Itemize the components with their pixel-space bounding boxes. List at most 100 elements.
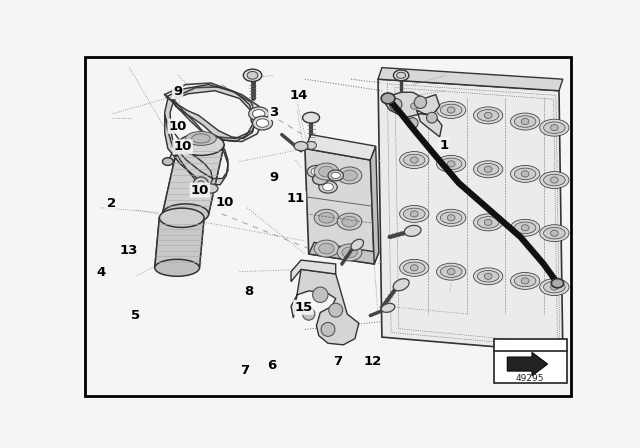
Ellipse shape	[521, 118, 529, 125]
Ellipse shape	[477, 164, 499, 175]
Ellipse shape	[319, 181, 337, 193]
Ellipse shape	[403, 208, 425, 220]
Ellipse shape	[410, 265, 418, 271]
Ellipse shape	[440, 158, 462, 170]
Ellipse shape	[163, 158, 173, 165]
Ellipse shape	[257, 119, 269, 127]
Ellipse shape	[474, 107, 503, 124]
Ellipse shape	[410, 103, 418, 109]
Ellipse shape	[447, 107, 455, 113]
Text: 7: 7	[333, 355, 342, 368]
Ellipse shape	[314, 209, 339, 226]
Ellipse shape	[474, 161, 503, 178]
Ellipse shape	[436, 263, 466, 280]
Ellipse shape	[342, 216, 357, 227]
Text: 11: 11	[287, 192, 305, 205]
Ellipse shape	[394, 70, 409, 81]
Ellipse shape	[163, 204, 209, 224]
Polygon shape	[378, 68, 563, 91]
Ellipse shape	[323, 183, 333, 191]
Polygon shape	[382, 92, 442, 137]
Ellipse shape	[543, 228, 565, 239]
Ellipse shape	[474, 268, 503, 285]
Circle shape	[312, 287, 328, 302]
Text: 5: 5	[131, 310, 140, 323]
Ellipse shape	[399, 98, 429, 115]
Text: 49295: 49295	[516, 374, 545, 383]
Ellipse shape	[550, 177, 558, 183]
Text: 10: 10	[215, 196, 234, 209]
Ellipse shape	[543, 174, 565, 186]
Ellipse shape	[204, 184, 218, 193]
Ellipse shape	[319, 212, 334, 223]
Ellipse shape	[540, 279, 569, 296]
Polygon shape	[308, 242, 379, 264]
Circle shape	[193, 177, 209, 192]
Ellipse shape	[307, 165, 326, 178]
Ellipse shape	[477, 271, 499, 282]
Circle shape	[321, 323, 335, 336]
Ellipse shape	[319, 243, 334, 254]
Ellipse shape	[521, 278, 529, 284]
Ellipse shape	[440, 266, 462, 277]
Ellipse shape	[337, 167, 362, 184]
Polygon shape	[291, 260, 336, 282]
Ellipse shape	[393, 279, 409, 291]
Ellipse shape	[511, 272, 540, 289]
Circle shape	[414, 96, 427, 108]
Text: 12: 12	[364, 355, 381, 368]
Polygon shape	[378, 79, 563, 353]
Ellipse shape	[243, 69, 262, 82]
Ellipse shape	[328, 170, 344, 181]
Ellipse shape	[477, 217, 499, 228]
Ellipse shape	[253, 110, 265, 118]
Circle shape	[303, 308, 315, 320]
Ellipse shape	[314, 163, 339, 180]
Ellipse shape	[381, 303, 395, 312]
Ellipse shape	[381, 93, 395, 104]
Ellipse shape	[515, 116, 536, 127]
Text: 15: 15	[294, 301, 312, 314]
Ellipse shape	[540, 225, 569, 241]
Ellipse shape	[159, 208, 204, 228]
Ellipse shape	[436, 209, 466, 226]
Ellipse shape	[403, 154, 425, 166]
Ellipse shape	[521, 225, 529, 231]
Text: 10: 10	[173, 140, 192, 153]
Ellipse shape	[331, 172, 340, 178]
Ellipse shape	[311, 168, 322, 176]
Text: 10: 10	[191, 184, 209, 197]
Ellipse shape	[403, 262, 425, 274]
Ellipse shape	[404, 225, 421, 237]
Text: 3: 3	[269, 106, 278, 119]
Ellipse shape	[551, 279, 564, 288]
Ellipse shape	[342, 247, 357, 258]
Ellipse shape	[511, 220, 540, 236]
Ellipse shape	[351, 239, 364, 250]
Ellipse shape	[540, 119, 569, 136]
Circle shape	[390, 99, 402, 111]
Ellipse shape	[447, 269, 455, 275]
Ellipse shape	[543, 122, 565, 134]
Ellipse shape	[186, 132, 216, 146]
Ellipse shape	[410, 157, 418, 163]
Circle shape	[329, 303, 342, 317]
Ellipse shape	[251, 116, 263, 125]
Ellipse shape	[247, 72, 258, 79]
Polygon shape	[508, 353, 547, 375]
Ellipse shape	[521, 171, 529, 177]
Circle shape	[197, 181, 205, 189]
Bar	[493, 339, 566, 383]
Polygon shape	[164, 99, 228, 185]
Ellipse shape	[511, 165, 540, 182]
Text: 9: 9	[173, 85, 182, 98]
Ellipse shape	[303, 112, 319, 123]
Ellipse shape	[312, 174, 328, 185]
Ellipse shape	[319, 166, 334, 177]
Polygon shape	[371, 146, 379, 264]
Ellipse shape	[515, 275, 536, 287]
Ellipse shape	[410, 211, 418, 217]
Text: 10: 10	[168, 120, 187, 133]
Ellipse shape	[484, 220, 492, 225]
Ellipse shape	[399, 151, 429, 168]
